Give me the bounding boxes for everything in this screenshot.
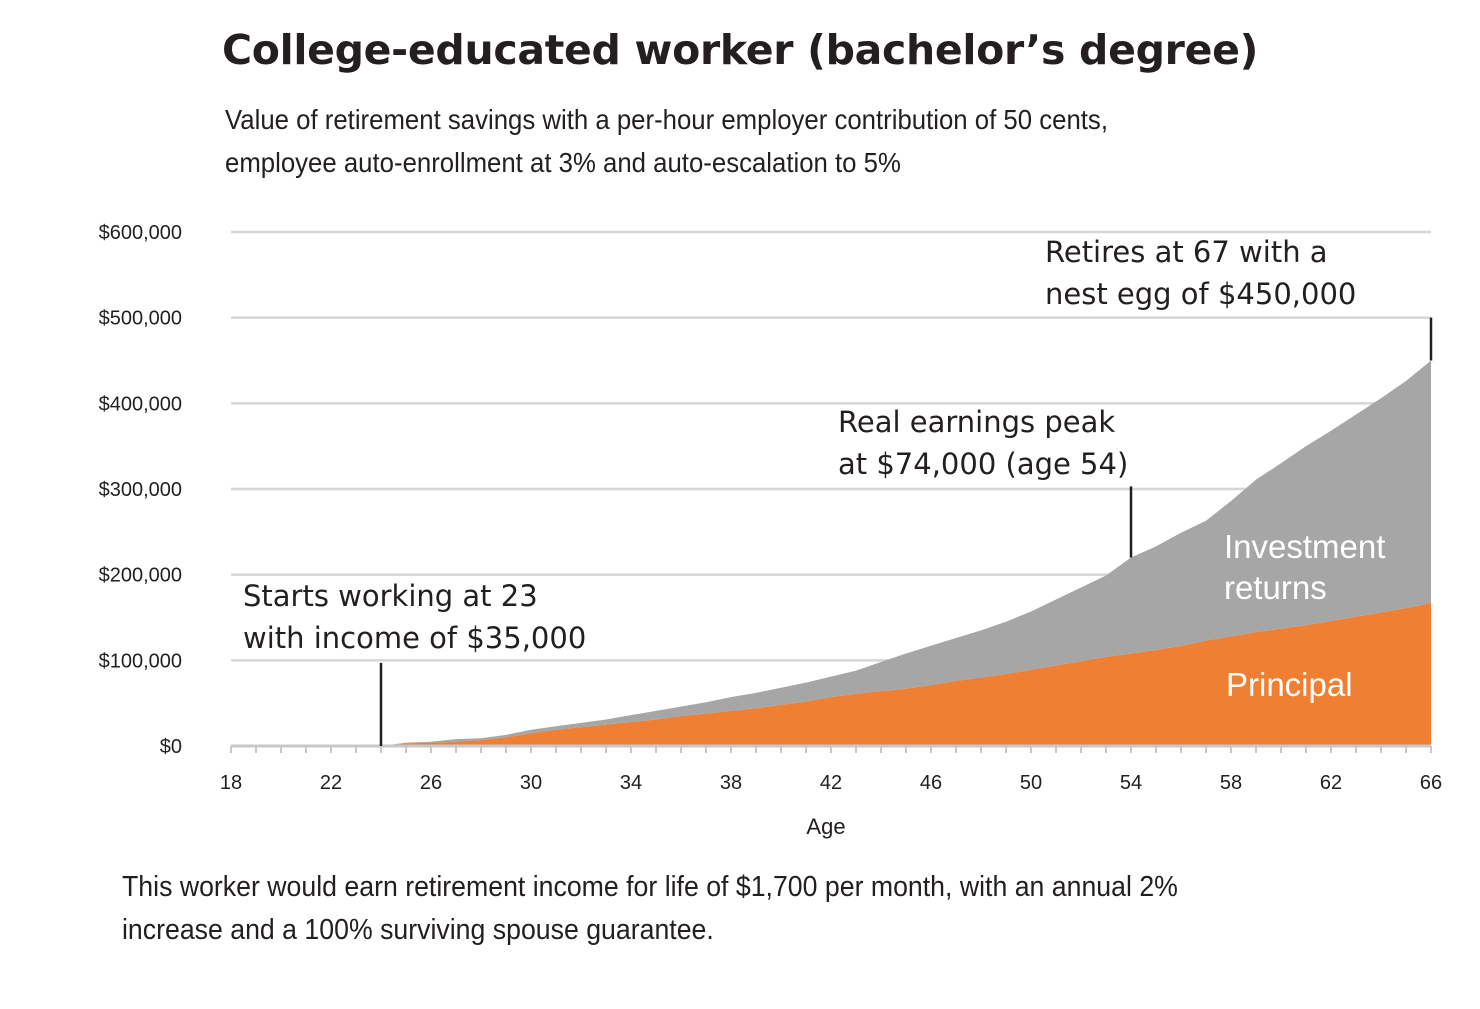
x-tick-label: 46 (920, 772, 942, 794)
x-tick-label: 38 (720, 772, 742, 794)
annotation-text: Starts working at 23 (243, 579, 538, 613)
chart-subtitle: Value of retirement savings with a per-h… (225, 98, 1357, 184)
annotation-text: at $74,000 (age 54) (838, 447, 1128, 481)
retirement-savings-chart: $0 $100,000 $200,000 $300,000 $400,000 $500,0… (99, 222, 1443, 839)
y-tick-label: $300,000 (99, 479, 182, 501)
y-tick-label: $200,000 (99, 565, 182, 587)
x-axis-ticks: 18 22 26 30 34 38 42 46 50 54 58 62 66 (220, 772, 1442, 794)
subtitle-line-1: Value of retirement savings with a per-h… (225, 104, 1108, 135)
annotations: Starts working at 23 with income of $35,0… (243, 235, 1433, 746)
x-tick-label: 42 (820, 772, 842, 794)
series-labels: Principal Investment returns (1224, 528, 1385, 703)
x-tick-label: 62 (1320, 772, 1342, 794)
series-label-investment-returns: Investment (1224, 528, 1385, 565)
x-tick-label: 34 (620, 772, 642, 794)
y-tick-label: $400,000 (99, 393, 182, 415)
y-tick-label: $500,000 (99, 308, 182, 330)
annotation-text: nest egg of $450,000 (1045, 277, 1356, 311)
x-tick-label: 30 (520, 772, 542, 794)
x-tick-label: 66 (1420, 772, 1442, 794)
annotation-text: Retires at 67 with a (1045, 235, 1328, 269)
footnote-line-1: This worker would earn retirement income… (122, 871, 1178, 903)
x-tick-label: 22 (320, 772, 342, 794)
x-tick-label: 26 (420, 772, 442, 794)
x-tick-label: 58 (1220, 772, 1242, 794)
series-area-principal (381, 602, 1431, 746)
y-tick-label: $100,000 (99, 650, 182, 672)
y-tick-label: $600,000 (99, 222, 182, 244)
subtitle-line-2: employee auto-enrollment at 3% and auto-… (225, 147, 901, 178)
series-label-investment-returns: returns (1224, 569, 1327, 606)
annotation-text: with income of $35,000 (243, 621, 586, 655)
x-tick-label: 54 (1120, 772, 1142, 794)
stacked-areas (381, 360, 1431, 746)
chart-title: College-educated worker (bachelor’s degr… (221, 26, 1259, 74)
series-area-investment-returns (381, 360, 1431, 746)
x-axis-label: Age (806, 814, 845, 839)
x-tick-label: 50 (1020, 772, 1042, 794)
annotation-text: Real earnings peak (838, 405, 1115, 439)
series-label-principal: Principal (1226, 666, 1353, 703)
x-axis (230, 744, 1432, 753)
footnote: This worker would earn retirement income… (122, 866, 1364, 952)
y-tick-label: $0 (160, 736, 182, 758)
y-axis-ticks: $0 $100,000 $200,000 $300,000 $400,000 $500,0… (99, 222, 182, 758)
footnote-line-2: increase and a 100% surviving spouse gua… (122, 914, 714, 946)
x-tick-label: 18 (220, 772, 242, 794)
